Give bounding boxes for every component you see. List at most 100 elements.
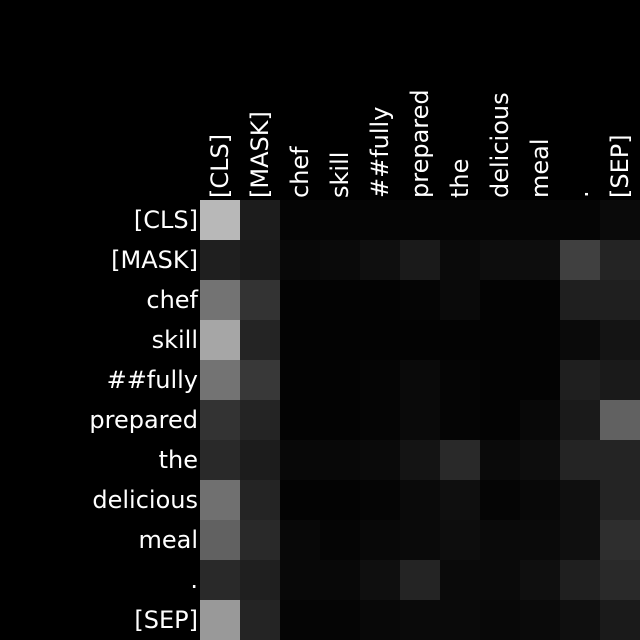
heatmap-cell — [360, 560, 400, 600]
heatmap-cell — [240, 440, 280, 480]
heatmap-cell — [400, 240, 440, 280]
heatmap-cell — [480, 480, 520, 520]
heatmap-cell — [360, 360, 400, 400]
x-tick-label: skill — [326, 152, 354, 198]
heatmap-cell — [280, 520, 320, 560]
heatmap-cell — [320, 240, 360, 280]
heatmap-cell — [400, 520, 440, 560]
heatmap-cell — [240, 400, 280, 440]
heatmap-cell — [560, 560, 600, 600]
heatmap-cell — [480, 520, 520, 560]
heatmap-cell — [400, 560, 440, 600]
heatmap-cell — [560, 400, 600, 440]
heatmap-cell — [240, 520, 280, 560]
heatmap-cell — [400, 320, 440, 360]
heatmap-cell — [600, 400, 640, 440]
y-tick-label: chef — [146, 286, 198, 314]
heatmap-cell — [320, 520, 360, 560]
y-tick-label: delicious — [92, 486, 198, 514]
heatmap-cell — [280, 360, 320, 400]
x-tick-label: [SEP] — [606, 134, 634, 198]
heatmap-cell — [280, 320, 320, 360]
heatmap-cell — [400, 600, 440, 640]
heatmap-cell — [200, 560, 240, 600]
heatmap-cell — [440, 560, 480, 600]
heatmap-cell — [320, 560, 360, 600]
heatmap-cells — [200, 200, 640, 640]
heatmap-cell — [200, 480, 240, 520]
heatmap-cell — [200, 320, 240, 360]
heatmap-cell — [320, 200, 360, 240]
y-tick-label: [SEP] — [134, 606, 198, 634]
x-tick-label: [MASK] — [246, 111, 274, 198]
heatmap-cell — [280, 440, 320, 480]
heatmap-cell — [560, 240, 600, 280]
heatmap-cell — [520, 560, 560, 600]
heatmap-cell — [280, 200, 320, 240]
heatmap-cell — [240, 320, 280, 360]
heatmap-cell — [560, 600, 600, 640]
heatmap-cell — [600, 560, 640, 600]
heatmap-cell — [480, 200, 520, 240]
x-tick-label: delicious — [486, 92, 514, 198]
heatmap-cell — [320, 280, 360, 320]
x-tick-label: prepared — [406, 89, 434, 198]
heatmap-cell — [320, 360, 360, 400]
heatmap-cell — [240, 560, 280, 600]
heatmap-cell — [520, 600, 560, 640]
heatmap-cell — [520, 520, 560, 560]
y-tick-label: prepared — [89, 406, 198, 434]
heatmap-cell — [520, 280, 560, 320]
heatmap-cell — [200, 240, 240, 280]
heatmap-cell — [560, 280, 600, 320]
heatmap-cell — [520, 440, 560, 480]
y-axis-labels: [CLS] [MASK] chef skill ##fully prepared the de… — [89, 206, 198, 634]
heatmap-cell — [320, 440, 360, 480]
x-tick-label: chef — [286, 146, 314, 198]
heatmap-cell — [600, 360, 640, 400]
heatmap-cell — [440, 480, 480, 520]
heatmap-cell — [600, 600, 640, 640]
heatmap-cell — [400, 280, 440, 320]
heatmap-cell — [200, 200, 240, 240]
heatmap-cell — [560, 520, 600, 560]
heatmap-cell — [200, 600, 240, 640]
x-tick-label: [CLS] — [206, 134, 234, 198]
heatmap-cell — [200, 360, 240, 400]
heatmap-cell — [600, 480, 640, 520]
heatmap-cell — [560, 360, 600, 400]
heatmap-cell — [480, 560, 520, 600]
heatmap-cell — [480, 400, 520, 440]
heatmap-cell — [320, 400, 360, 440]
heatmap-cell — [520, 360, 560, 400]
y-tick-label: the — [159, 446, 198, 474]
y-tick-label: meal — [138, 526, 198, 554]
heatmap-cell — [440, 320, 480, 360]
heatmap-cell — [280, 480, 320, 520]
heatmap-cell — [240, 240, 280, 280]
heatmap-cell — [360, 440, 400, 480]
heatmap-cell — [360, 600, 400, 640]
heatmap-cell — [600, 280, 640, 320]
heatmap-cell — [520, 240, 560, 280]
heatmap-cell — [520, 200, 560, 240]
heatmap-cell — [320, 600, 360, 640]
heatmap-cell — [600, 200, 640, 240]
y-tick-label: . — [190, 566, 198, 594]
heatmap-cell — [280, 400, 320, 440]
x-tick-label: . — [566, 190, 594, 198]
heatmap-cell — [560, 200, 600, 240]
heatmap-cell — [440, 360, 480, 400]
heatmap-cell — [320, 480, 360, 520]
heatmap-cell — [560, 440, 600, 480]
heatmap-cell — [520, 320, 560, 360]
heatmap-cell — [280, 240, 320, 280]
heatmap-cell — [480, 600, 520, 640]
heatmap-cell — [240, 200, 280, 240]
heatmap-cell — [480, 280, 520, 320]
heatmap-cell — [600, 320, 640, 360]
heatmap-cell — [200, 520, 240, 560]
y-tick-label: [CLS] — [134, 206, 198, 234]
heatmap-cell — [280, 280, 320, 320]
